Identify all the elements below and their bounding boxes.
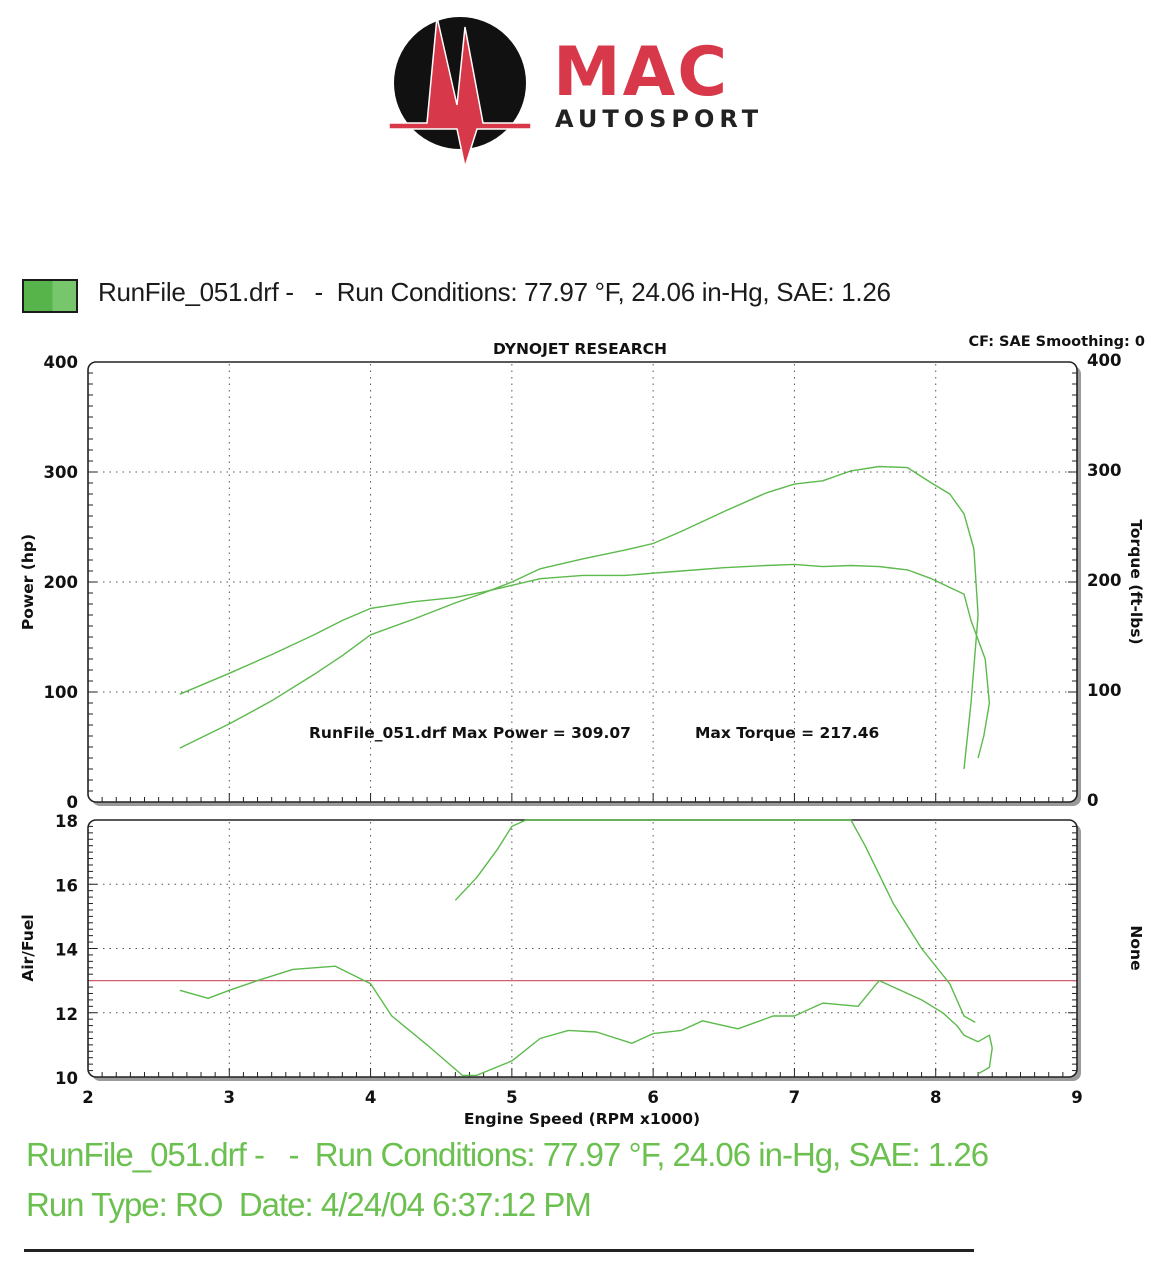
x-tick-label: 5 [506,1088,517,1107]
series-line [179,465,979,770]
max-power-annotation: RunFile_051.drf Max Power = 309.07 [309,724,631,742]
y-tick-label-right: 300 [1087,461,1121,480]
y-axis-label-right: Torque (ft-lbs) [1127,519,1145,644]
x-tick-label: 4 [365,1088,376,1107]
x-tick-label: 9 [1071,1088,1082,1107]
y-tick-label-right: 0 [1087,791,1098,810]
legend-swatch [22,279,78,313]
chart-title: DYNOJET RESEARCH [493,340,667,358]
logo-autosport-text: AUTOSPORT [555,105,763,133]
x-tick-label: 3 [224,1088,235,1107]
y-axis-label-left: Power (hp) [19,534,37,630]
series-line [179,563,991,759]
y-tick-label-left: 200 [44,573,78,592]
y-tick-label-left: 400 [44,353,78,372]
y-tick-label-left: 16 [55,876,78,895]
y-tick-label-right: 200 [1087,571,1121,590]
x-tick-label: 7 [789,1088,800,1107]
y-tick-label-left: 0 [67,793,78,812]
y-tick-label-left: 300 [44,463,78,482]
logo-heartbeat-icon [388,16,532,170]
x-tick-label: 2 [82,1088,93,1107]
y-tick-label-left: 14 [55,941,78,960]
x-axis-label: Engine Speed (RPM x1000) [464,1110,700,1128]
footer-run-type: Run Type: RO Date: 4/24/04 6:37:12 PM [26,1186,592,1223]
footer-rule [24,1249,974,1252]
y-tick-label-left: 12 [55,1005,78,1024]
cf-smoothing-note: CF: SAE Smoothing: 0 [968,334,1145,350]
y-axis-label-right: None [1127,925,1145,970]
series-line [454,819,976,1024]
y-tick-label-left: 10 [55,1069,78,1088]
max-torque-annotation: Max Torque = 217.46 [695,724,879,742]
y-axis-label-left: Air/Fuel [19,914,37,981]
dyno-chart: DYNOJET RESEARCH CF: SAE Smoothing: 00100… [19,334,1145,1128]
y-tick-label-right: 400 [1087,351,1121,370]
x-tick-label: 6 [647,1088,658,1107]
power-torque-panel: DYNOJET RESEARCH CF: SAE Smoothing: 0 0 100… [19,334,1145,812]
y-tick-label-left: 18 [55,812,78,831]
logo-white-ring [390,13,530,153]
legend-run-text: RunFile_051.drf - - Run Conditions: 77.9… [98,277,891,307]
y-tick-label-right: 100 [1087,681,1121,700]
logo-mac-text: MAC [553,33,729,112]
series-line [179,965,993,1077]
mac-autosport-logo: MAC AUTOSPORT [388,13,763,170]
air-fuel-panel: 10 12 14 16 18 2 3 4 5 6 7 8 9 Engine Speed (RPM x100… [19,812,1145,1128]
footer-run-conditions: RunFile_051.drf - - Run Conditions: 77.9… [26,1136,989,1173]
y-tick-label-left: 100 [44,683,78,702]
x-tick-label: 8 [930,1088,941,1107]
